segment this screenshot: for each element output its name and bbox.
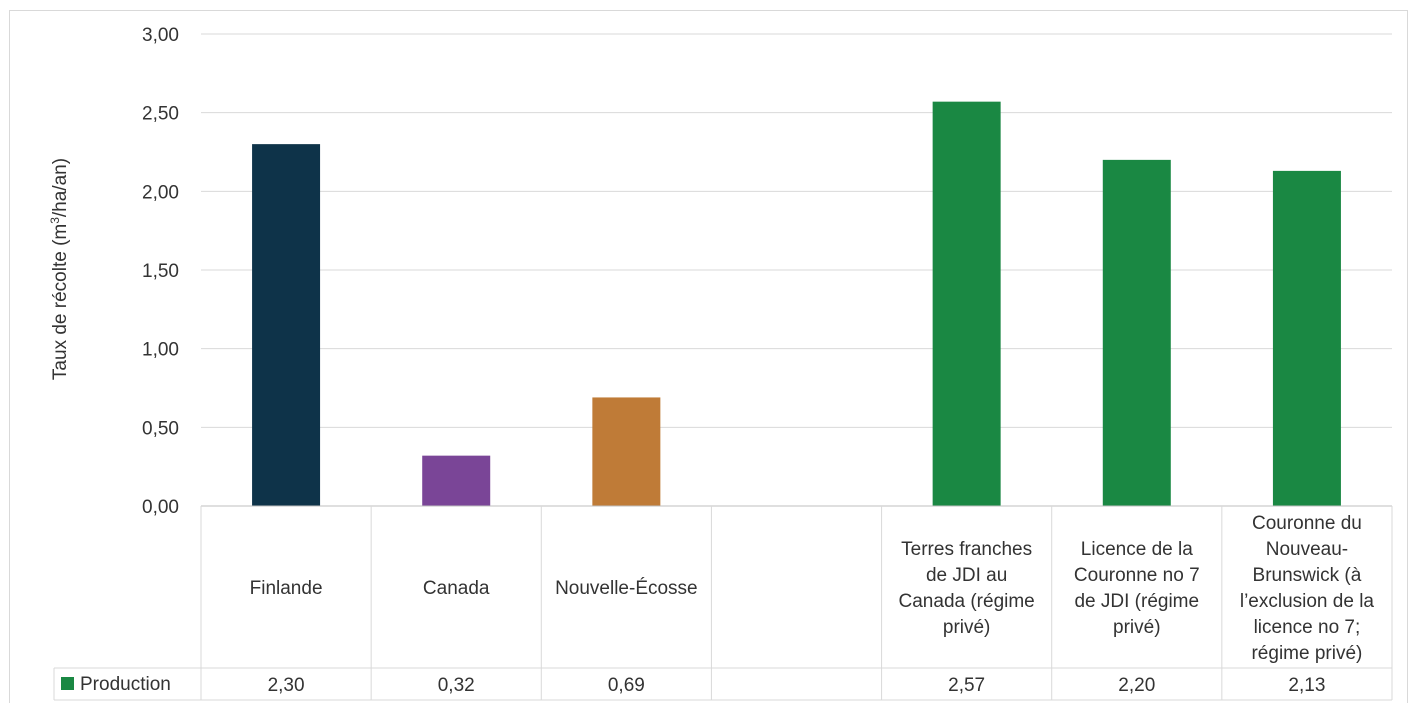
y-tick-label: 3,00 [142, 25, 179, 46]
value-label: 0,69 [608, 675, 645, 696]
category-labels: Finlande Canada Nouvelle-Écosse Terres fran… [250, 513, 1375, 664]
bar [1272, 170, 1341, 506]
legend: Production [61, 674, 171, 695]
category-label: Nouveau- [1266, 539, 1348, 560]
category-label: Nouvelle-Écosse [555, 578, 698, 599]
category-label: régime privé) [1251, 643, 1362, 664]
bar [422, 455, 491, 506]
value-label: 2,13 [1288, 675, 1325, 696]
bar [1102, 159, 1171, 506]
gridlines [201, 33, 1392, 428]
y-axis-label-main: Taux de récolte (m [50, 224, 71, 380]
y-tick-label: 0,50 [142, 418, 179, 439]
category-label: Licence de la [1081, 539, 1193, 560]
category-label: privé) [943, 617, 991, 638]
data-table [53, 505, 1393, 701]
value-label: 2,30 [268, 675, 305, 696]
category-label: l’exclusion de la [1240, 591, 1375, 612]
bar [252, 144, 321, 506]
y-tick-label: 1,00 [142, 340, 179, 361]
category-label: Brunswick (à [1253, 565, 1362, 586]
category-label: privé) [1113, 617, 1161, 638]
bar [932, 101, 1001, 507]
y-tick-label: 2,00 [142, 182, 179, 203]
category-label: Terres franches [901, 539, 1032, 560]
y-tick-label: 2,50 [142, 104, 179, 125]
y-axis-label-sup: 3 [48, 217, 62, 224]
value-labels: 2,30 0,32 0,69 2,57 2,20 2,13 [268, 675, 1326, 696]
bar [592, 397, 661, 506]
legend-swatch [61, 677, 74, 690]
y-axis-label-rest: /ha/an) [50, 158, 71, 217]
category-label: Canada (régime [899, 591, 1035, 612]
y-tick-label: 1,50 [142, 261, 179, 282]
category-label: de JDI (régime [1074, 591, 1199, 612]
y-axis-ticks: 0,00 0,50 1,00 1,50 2,00 2,50 3,00 [142, 25, 179, 518]
legend-label-production: Production [80, 674, 171, 695]
y-tick-label: 0,00 [142, 497, 179, 518]
value-label: 2,20 [1118, 675, 1155, 696]
category-label: Canada [423, 578, 490, 599]
category-label: de JDI au [926, 565, 1007, 586]
y-axis-label: Taux de récolte (m3/ha/an) [48, 158, 71, 380]
category-label: Couronne du [1252, 513, 1362, 534]
chart-frame [9, 10, 1408, 703]
category-label: Finlande [250, 578, 323, 599]
category-label: licence no 7; [1254, 617, 1361, 638]
category-label: Couronne no 7 [1074, 565, 1200, 586]
value-label: 0,32 [438, 675, 475, 696]
bars [252, 101, 1341, 507]
value-label: 2,57 [948, 675, 985, 696]
